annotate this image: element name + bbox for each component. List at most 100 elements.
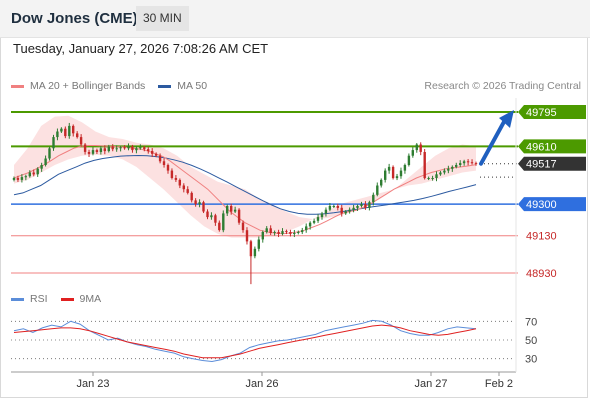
- candle-body: [237, 209, 241, 223]
- candle-body: [419, 144, 422, 152]
- price-tag-label: 49795: [526, 107, 557, 119]
- copyright-text: Research © 2026 Trading Central: [424, 80, 581, 92]
- candle-body: [206, 211, 209, 218]
- candle-body: [431, 178, 434, 179]
- rsi-tick-label: 30: [525, 354, 537, 366]
- price-tag-49300: 49300: [518, 197, 586, 212]
- candle-body: [12, 178, 16, 180]
- candle-body: [127, 146, 130, 149]
- candle-body: [44, 158, 47, 165]
- legend-item-9ma: 9MA: [60, 293, 102, 305]
- rsi-tick-label: 50: [525, 335, 537, 347]
- rsi-line: [13, 319, 477, 363]
- candle-body: [139, 147, 142, 149]
- candle-body: [466, 161, 470, 163]
- legend-label: 9MA: [79, 293, 102, 305]
- candle-body: [76, 133, 79, 138]
- candle-body: [60, 128, 63, 132]
- candle-body: [372, 194, 375, 203]
- ma50-line: [13, 154, 477, 215]
- candle-body: [226, 206, 229, 214]
- legend-item-ma50: MA 50: [158, 80, 207, 92]
- candle-body: [289, 232, 292, 234]
- ma20-swatch: [11, 84, 24, 88]
- candle-body: [135, 148, 138, 151]
- candle-body: [447, 168, 450, 171]
- candle-body: [166, 165, 170, 171]
- candle-body: [233, 209, 237, 212]
- candle-body: [154, 153, 158, 156]
- x-tick-label: Feb 2: [485, 378, 513, 390]
- price-tag-bg: [518, 104, 586, 119]
- candle-body: [198, 202, 201, 205]
- candle-body: [115, 148, 118, 150]
- candle-body: [387, 166, 391, 171]
- legend-item-rsi: RSI: [11, 293, 48, 305]
- candle-body: [297, 232, 300, 233]
- candle-body: [79, 137, 83, 145]
- candle-body: [293, 233, 296, 234]
- x-tick-label: Jan 26: [245, 378, 278, 390]
- candle-body: [249, 241, 253, 257]
- price-tag-49130: 49130: [526, 231, 557, 243]
- price-tag-label: 49300: [526, 199, 557, 211]
- forecast-arrow-shaft: [479, 117, 507, 166]
- candle-body: [411, 150, 414, 156]
- candle-body: [344, 211, 347, 214]
- candle-body: [403, 165, 407, 171]
- candle-body: [415, 144, 418, 151]
- candle-body: [368, 202, 371, 208]
- candle-body: [230, 206, 233, 212]
- candle-body: [470, 162, 474, 164]
- forecast-arrow-head: [499, 109, 514, 128]
- x-tick-label: Jan 23: [76, 378, 109, 390]
- candle-body: [222, 213, 225, 231]
- timeframe-selector[interactable]: 30 MIN: [136, 6, 189, 31]
- candle-body: [103, 148, 106, 152]
- candle-body: [261, 232, 264, 240]
- candle-body: [352, 207, 355, 210]
- candle-body: [40, 165, 43, 169]
- candle-body: [64, 128, 67, 137]
- candle-body: [395, 176, 399, 179]
- candle-body: [20, 177, 24, 180]
- price-tag-49610: 49610: [518, 139, 586, 154]
- candle-body: [459, 163, 462, 165]
- candle-body: [328, 206, 332, 210]
- rsi-legend: RSI 9MA: [11, 293, 114, 305]
- candle-body: [451, 166, 454, 169]
- candle-body: [427, 178, 430, 179]
- ma20-line: [13, 145, 477, 235]
- candle-body: [99, 148, 103, 152]
- candle-body: [265, 228, 268, 232]
- rsi-tick-label: 70: [525, 316, 537, 328]
- candle-body: [32, 172, 35, 175]
- candle-body: [273, 232, 276, 233]
- price-tag-49795: 49795: [518, 104, 586, 119]
- candle-body: [340, 207, 343, 214]
- candle-body: [83, 144, 87, 152]
- candle-body: [210, 215, 213, 218]
- candle-body: [443, 170, 446, 173]
- bollinger-band: [14, 115, 476, 238]
- candle-body: [380, 179, 383, 186]
- candle-body: [423, 152, 426, 179]
- candle-body: [182, 185, 185, 190]
- rsi-9ma-line: [13, 324, 477, 359]
- candle-body: [281, 231, 284, 234]
- candle-body: [474, 163, 478, 165]
- candle-body: [384, 170, 387, 180]
- candle-body: [399, 170, 403, 177]
- instrument-title: Dow Jones (CME): [11, 10, 138, 27]
- price-tag-label: 49517: [526, 159, 557, 171]
- candle-body: [186, 189, 189, 193]
- candle-body: [241, 222, 245, 231]
- candle-body: [151, 151, 154, 154]
- candle-body: [158, 155, 162, 162]
- x-tick-label: Jan 27: [414, 378, 447, 390]
- candle-body: [301, 230, 304, 233]
- candle-body: [95, 150, 99, 152]
- candle-body: [285, 231, 288, 233]
- candle-body: [111, 146, 114, 150]
- timestamp: Tuesday, January 27, 2026 7:08:26 AM CET: [13, 41, 269, 56]
